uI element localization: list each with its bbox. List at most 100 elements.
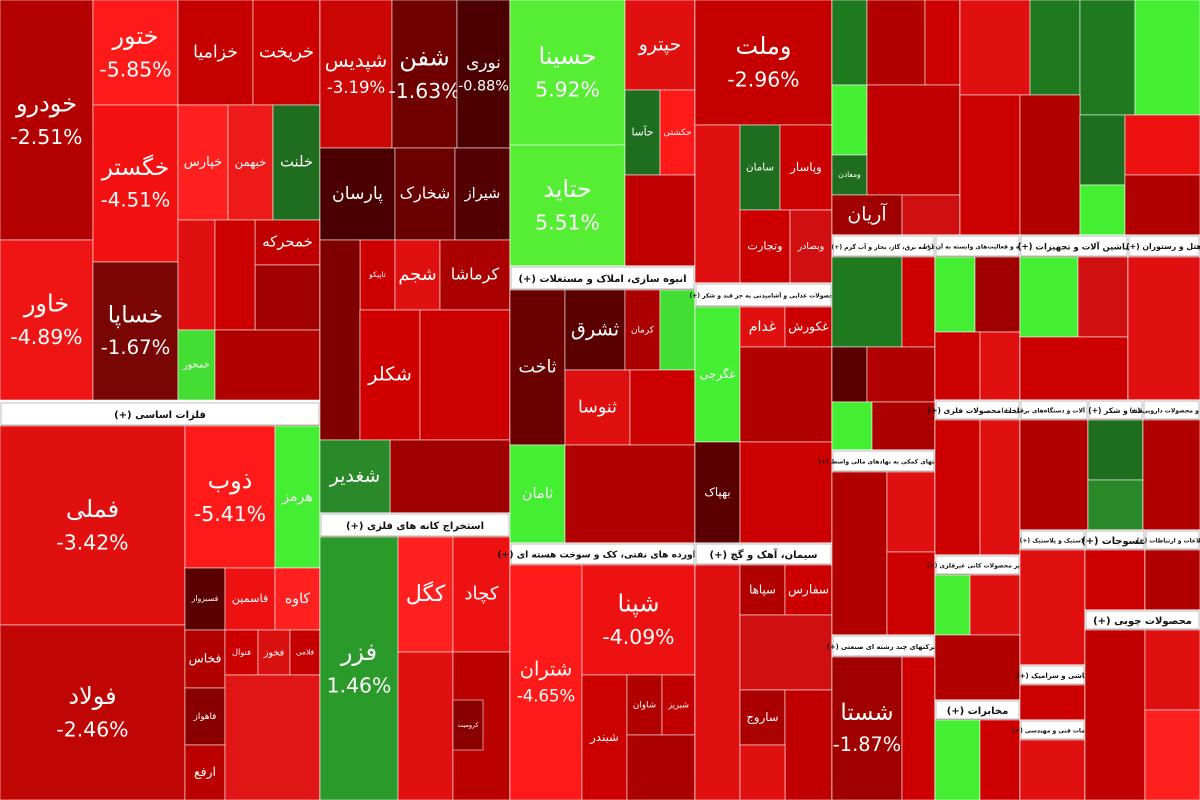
stock-change: -5.85% — [99, 58, 171, 82]
group-header — [510, 266, 695, 290]
stock-label: شیراز — [464, 185, 501, 202]
stock-tile — [391, 0, 458, 149]
stock-change: 5.51% — [535, 211, 600, 235]
group-title: انبوه سازی، املاک و مستغلات (+) — [518, 274, 686, 285]
stock-label: خمحور — [182, 360, 210, 371]
stock-tile — [1134, 0, 1200, 116]
stock-tile — [739, 564, 786, 616]
stock-label: وملت — [736, 32, 792, 60]
stock-tile — [866, 0, 926, 86]
stock-label: فاهواز — [193, 712, 217, 722]
group-header — [935, 235, 1020, 257]
stock-tile — [934, 256, 976, 333]
group-title: خدمات فنی و مهندسی (+) — [1012, 728, 1092, 735]
stock-tile — [739, 441, 833, 544]
stock-tile — [974, 256, 1021, 333]
stock-tile — [452, 536, 511, 653]
stock-tile — [439, 239, 511, 311]
stock-tile — [224, 629, 259, 676]
stock-label: ثنوسا — [578, 398, 617, 418]
group-header — [1088, 400, 1143, 420]
stock-tile — [454, 147, 511, 241]
stock-tile — [184, 629, 226, 689]
stock-tile — [694, 0, 833, 126]
group-title: محصولات غذایی و آشامیدنی به جز قند و شکر… — [689, 291, 837, 300]
stock-tile — [831, 84, 868, 156]
stock-tile — [184, 425, 276, 569]
stock-tile — [0, 624, 186, 800]
stock-label: فزر — [340, 638, 377, 666]
stock-tile — [1087, 479, 1144, 531]
stock-label: فلامی — [296, 648, 314, 657]
stock-label: شبندر — [589, 730, 619, 745]
stock-tile — [509, 289, 566, 446]
stock-label: شپنا — [618, 589, 660, 617]
stock-label: کچاد — [464, 584, 498, 605]
group-header — [1020, 665, 1085, 685]
stock-label: کرمان — [631, 326, 655, 336]
stock-label: حسینا — [538, 42, 596, 70]
stock-label: وتجارت — [747, 240, 782, 253]
group-header — [695, 543, 832, 565]
stock-label: شجم — [398, 264, 436, 285]
stock-tile — [934, 719, 981, 800]
group-title: اطلاعات و ارتباطات (+) — [1137, 538, 1200, 545]
stock-tile — [739, 306, 786, 348]
group-title: کاشی و سرامیک (+) — [1017, 672, 1090, 680]
stock-tile — [92, 0, 179, 106]
stock-tile — [184, 567, 226, 631]
group-title: فعالیتهای کمکی به نهادهای مالی واسط (+) — [818, 459, 948, 466]
stock-label: خزامیا — [193, 43, 238, 63]
stock-label: غدام — [749, 319, 776, 335]
stock-tile — [274, 425, 321, 569]
stock-label: کرومیت — [457, 722, 479, 729]
stock-change: -4.89% — [10, 325, 82, 349]
stock-label: وپاسار — [789, 160, 821, 175]
stock-label: خودرو — [15, 89, 77, 117]
stock-tile — [901, 256, 936, 348]
stock-tile — [624, 289, 661, 371]
stock-tile — [319, 147, 396, 241]
stock-tile — [1079, 184, 1126, 236]
group-header — [1020, 720, 1085, 740]
stock-change: -1.87% — [833, 733, 901, 756]
stock-tile — [739, 614, 833, 691]
stock-tile — [886, 551, 936, 636]
group-header — [935, 400, 1020, 420]
stock-tile — [739, 744, 786, 800]
stock-label: تاپیکو — [368, 270, 386, 279]
stock-tile — [1077, 256, 1129, 338]
stock-label: شبریز — [667, 700, 689, 710]
stock-tile — [969, 574, 1021, 636]
stock-tile — [886, 471, 936, 553]
stock-change: -1.63% — [388, 79, 460, 103]
stock-tile — [177, 219, 216, 331]
stock-label: حتاید — [543, 175, 592, 203]
stock-tile — [831, 346, 868, 403]
stock-tile — [831, 256, 903, 348]
stock-label: هرمز — [281, 489, 313, 505]
stock-label: فملی — [66, 495, 119, 523]
group-header — [1085, 530, 1145, 550]
stock-change: -4.51% — [101, 188, 171, 211]
stock-tile — [629, 369, 696, 446]
stock-tile — [509, 444, 566, 544]
stock-tile — [789, 209, 833, 284]
stock-label: فخوز — [263, 648, 284, 659]
group-title: هتل و رستوران (+) — [1126, 242, 1200, 251]
stock-tile — [1019, 256, 1079, 338]
stock-tile — [1142, 419, 1200, 531]
stock-tile — [1019, 549, 1086, 666]
stock-tile — [1144, 549, 1200, 611]
group-title: سایر محصولات کانی غیرفلزی (+) — [927, 563, 1028, 570]
group-header — [1020, 530, 1085, 550]
stock-tile — [92, 261, 179, 401]
stock-label: کاوه — [285, 591, 311, 607]
stock-tile — [624, 0, 696, 91]
stock-tile — [564, 444, 696, 544]
group-title: ماشین آلات و دستگاه‌های برقی (+) — [1001, 406, 1107, 415]
stock-label: شکلر — [367, 363, 412, 386]
stock-tile — [1127, 256, 1200, 401]
stock-label: کگل — [406, 581, 446, 607]
